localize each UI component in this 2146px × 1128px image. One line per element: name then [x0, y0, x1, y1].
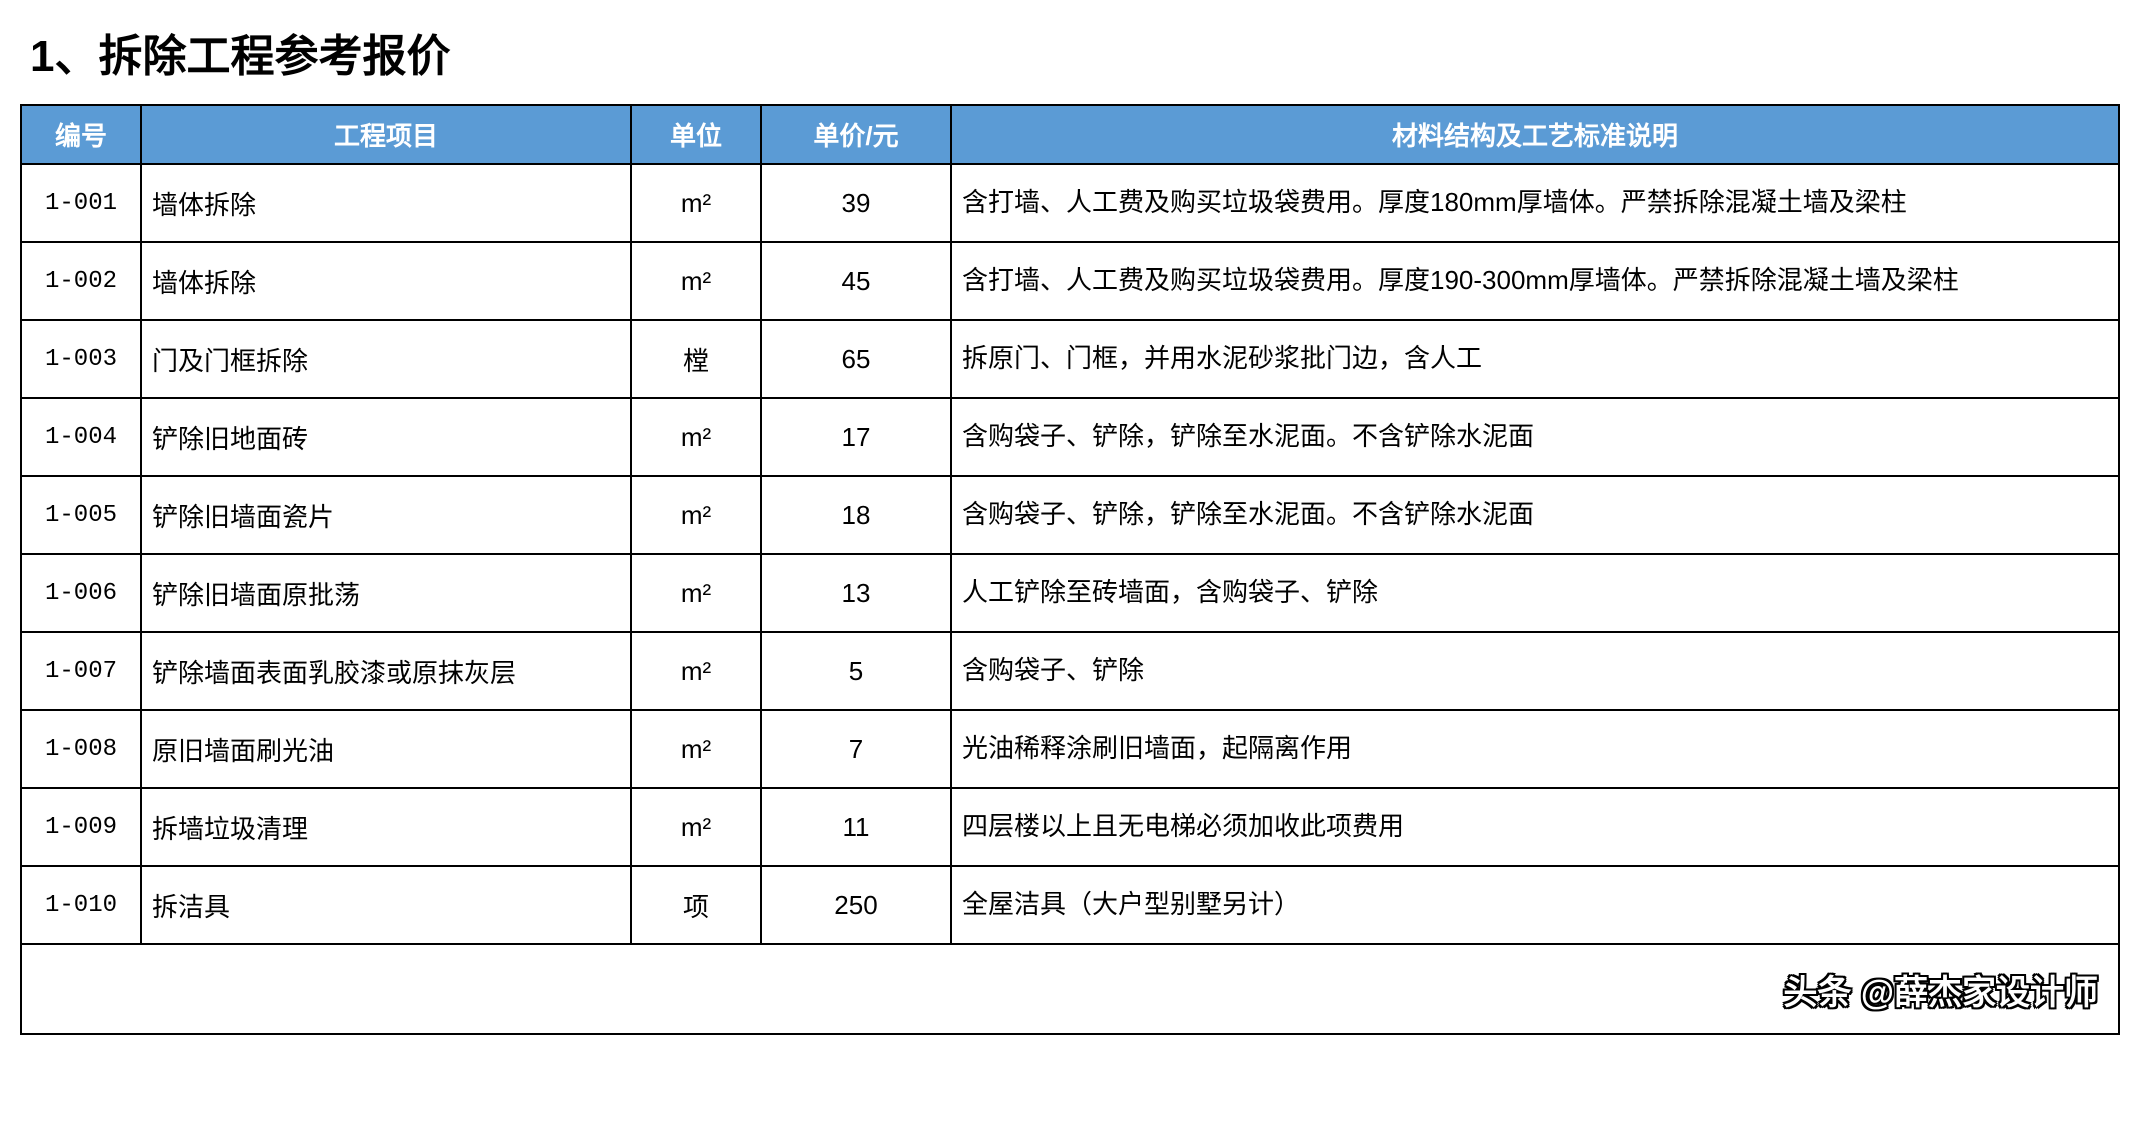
cell-proj: 门及门框拆除 [141, 320, 631, 398]
cell-unit: m² [631, 242, 761, 320]
cell-proj: 铲除旧墙面瓷片 [141, 476, 631, 554]
cell-proj: 墙体拆除 [141, 164, 631, 242]
table-row: 1-007铲除墙面表面乳胶漆或原抹灰层m²5含购袋子、铲除 [21, 632, 2119, 710]
cell-id: 1-010 [21, 866, 141, 944]
watermark-row: 头条 @薛杰家设计师 [21, 944, 2119, 1034]
cell-price: 39 [761, 164, 951, 242]
cell-unit: m² [631, 710, 761, 788]
cell-unit: m² [631, 476, 761, 554]
col-header-desc: 材料结构及工艺标准说明 [951, 105, 2119, 164]
cell-unit: 项 [631, 866, 761, 944]
cell-desc: 四层楼以上且无电梯必须加收此项费用 [951, 788, 2119, 866]
cell-id: 1-003 [21, 320, 141, 398]
table-row: 1-008原旧墙面刷光油m²7光油稀释涂刷旧墙面，起隔离作用 [21, 710, 2119, 788]
cell-id: 1-002 [21, 242, 141, 320]
table-row: 1-004铲除旧地面砖m²17含购袋子、铲除，铲除至水泥面。不含铲除水泥面 [21, 398, 2119, 476]
table-row: 1-005铲除旧墙面瓷片m²18含购袋子、铲除，铲除至水泥面。不含铲除水泥面 [21, 476, 2119, 554]
table-row: 1-009拆墙垃圾清理m²11四层楼以上且无电梯必须加收此项费用 [21, 788, 2119, 866]
table-row: 1-003门及门框拆除樘65拆原门、门框，并用水泥砂浆批门边，含人工 [21, 320, 2119, 398]
cell-proj: 墙体拆除 [141, 242, 631, 320]
cell-desc: 人工铲除至砖墙面，含购袋子、铲除 [951, 554, 2119, 632]
cell-id: 1-004 [21, 398, 141, 476]
col-header-unit: 单位 [631, 105, 761, 164]
cell-id: 1-007 [21, 632, 141, 710]
cell-desc: 拆原门、门框，并用水泥砂浆批门边，含人工 [951, 320, 2119, 398]
cell-price: 5 [761, 632, 951, 710]
cell-id: 1-001 [21, 164, 141, 242]
page-title: 1、拆除工程参考报价 [20, 20, 2126, 84]
cell-desc: 光油稀释涂刷旧墙面，起隔离作用 [951, 710, 2119, 788]
cell-desc: 含打墙、人工费及购买垃圾袋费用。厚度180mm厚墙体。严禁拆除混凝土墙及梁柱 [951, 164, 2119, 242]
cell-unit: m² [631, 164, 761, 242]
cell-unit: m² [631, 632, 761, 710]
cell-desc: 全屋洁具（大户型别墅另计） [951, 866, 2119, 944]
cell-id: 1-009 [21, 788, 141, 866]
table-row: 1-006铲除旧墙面原批荡m²13人工铲除至砖墙面，含购袋子、铲除 [21, 554, 2119, 632]
col-header-id: 编号 [21, 105, 141, 164]
cell-proj: 铲除旧墙面原批荡 [141, 554, 631, 632]
col-header-proj: 工程项目 [141, 105, 631, 164]
cell-desc: 含购袋子、铲除 [951, 632, 2119, 710]
cell-id: 1-005 [21, 476, 141, 554]
cell-id: 1-006 [21, 554, 141, 632]
cell-proj: 拆洁具 [141, 866, 631, 944]
cell-price: 13 [761, 554, 951, 632]
cell-price: 18 [761, 476, 951, 554]
cell-desc: 含购袋子、铲除，铲除至水泥面。不含铲除水泥面 [951, 476, 2119, 554]
cell-proj: 原旧墙面刷光油 [141, 710, 631, 788]
cell-price: 17 [761, 398, 951, 476]
pricing-table: 编号 工程项目 单位 单价/元 材料结构及工艺标准说明 1-001墙体拆除m²3… [20, 104, 2120, 1035]
cell-proj: 拆墙垃圾清理 [141, 788, 631, 866]
table-row: 1-010拆洁具项250全屋洁具（大户型别墅另计） [21, 866, 2119, 944]
cell-price: 45 [761, 242, 951, 320]
watermark-text: 头条 @薛杰家设计师 [21, 944, 2119, 1034]
table-row: 1-001墙体拆除m²39含打墙、人工费及购买垃圾袋费用。厚度180mm厚墙体。… [21, 164, 2119, 242]
cell-proj: 铲除墙面表面乳胶漆或原抹灰层 [141, 632, 631, 710]
table-header-row: 编号 工程项目 单位 单价/元 材料结构及工艺标准说明 [21, 105, 2119, 164]
cell-desc: 含购袋子、铲除，铲除至水泥面。不含铲除水泥面 [951, 398, 2119, 476]
cell-unit: 樘 [631, 320, 761, 398]
cell-price: 7 [761, 710, 951, 788]
cell-unit: m² [631, 398, 761, 476]
col-header-price: 单价/元 [761, 105, 951, 164]
cell-unit: m² [631, 788, 761, 866]
cell-proj: 铲除旧地面砖 [141, 398, 631, 476]
cell-unit: m² [631, 554, 761, 632]
cell-price: 65 [761, 320, 951, 398]
cell-price: 11 [761, 788, 951, 866]
table-row: 1-002墙体拆除m²45含打墙、人工费及购买垃圾袋费用。厚度190-300mm… [21, 242, 2119, 320]
cell-desc: 含打墙、人工费及购买垃圾袋费用。厚度190-300mm厚墙体。严禁拆除混凝土墙及… [951, 242, 2119, 320]
cell-id: 1-008 [21, 710, 141, 788]
cell-price: 250 [761, 866, 951, 944]
